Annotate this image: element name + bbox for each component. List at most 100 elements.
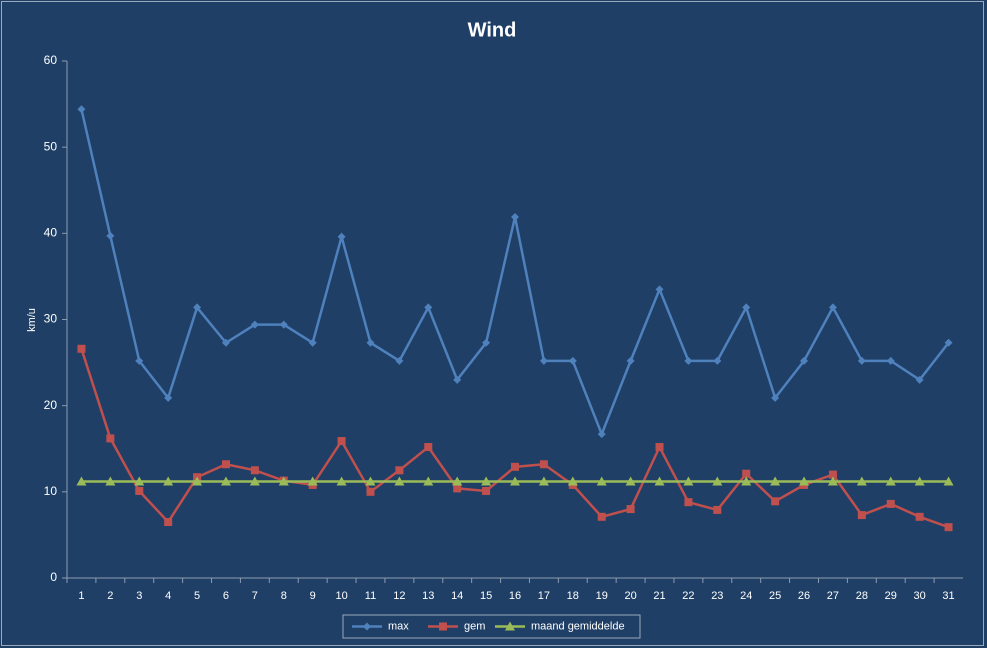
x-tick-label: 1 xyxy=(78,590,84,602)
data-point xyxy=(828,470,837,479)
legend xyxy=(342,614,641,639)
data-point xyxy=(395,466,404,475)
data-point xyxy=(336,476,347,486)
x-tick-label: 22 xyxy=(682,590,694,602)
data-point xyxy=(771,393,780,402)
data-point xyxy=(510,476,520,486)
data-point xyxy=(221,338,230,347)
data-point xyxy=(366,338,375,347)
data-point xyxy=(77,344,86,353)
data-point xyxy=(135,356,144,365)
data-point xyxy=(278,476,289,486)
data-point xyxy=(193,303,202,312)
data-point xyxy=(453,484,462,493)
y-tick-label: 0 xyxy=(50,570,57,584)
data-point xyxy=(106,434,115,443)
x-tick-label: 2 xyxy=(107,590,113,602)
data-point xyxy=(337,232,346,241)
data-point xyxy=(625,476,636,486)
x-tick-label: 18 xyxy=(567,590,579,602)
data-point xyxy=(742,469,751,478)
data-point xyxy=(742,303,751,312)
data-point xyxy=(567,476,578,486)
data-point xyxy=(857,511,866,520)
data-point xyxy=(192,476,203,486)
data-point xyxy=(886,356,895,365)
legend-label: max xyxy=(388,620,409,632)
data-point xyxy=(655,443,664,452)
data-point xyxy=(164,393,173,402)
data-point xyxy=(250,320,259,329)
legend-label: gem xyxy=(464,620,485,632)
data-point xyxy=(856,476,867,486)
data-point xyxy=(453,375,462,384)
data-point xyxy=(511,212,519,221)
legend-marker xyxy=(439,622,447,631)
data-point xyxy=(308,338,317,347)
data-point xyxy=(944,338,953,347)
data-point xyxy=(481,476,492,486)
data-point xyxy=(365,476,376,486)
y-tick-label: 10 xyxy=(44,484,58,498)
data-point xyxy=(799,476,810,486)
x-tick-label: 23 xyxy=(711,590,723,602)
y-tick-label: 30 xyxy=(44,312,58,326)
y-tick-label: 60 xyxy=(44,53,58,67)
legend-marker xyxy=(505,621,515,631)
data-point xyxy=(337,436,346,445)
data-point xyxy=(424,303,433,312)
data-point xyxy=(424,443,433,452)
data-point xyxy=(596,476,607,486)
data-point xyxy=(77,105,86,114)
data-point xyxy=(684,498,693,507)
x-tick-label: 6 xyxy=(223,590,229,602)
data-point xyxy=(597,430,606,439)
data-point xyxy=(395,356,404,365)
data-point xyxy=(539,356,548,365)
data-point xyxy=(915,512,924,521)
y-tick-label: 40 xyxy=(44,226,58,240)
x-tick-label: 3 xyxy=(136,590,142,602)
data-point xyxy=(539,460,548,469)
data-point xyxy=(482,338,491,347)
data-point xyxy=(163,476,174,486)
x-tick-label: 9 xyxy=(310,590,316,602)
x-tick-label: 5 xyxy=(194,590,200,602)
data-point xyxy=(568,356,577,365)
data-point xyxy=(221,460,230,469)
data-point xyxy=(511,462,519,471)
data-point xyxy=(713,505,722,514)
x-tick-label: 27 xyxy=(827,590,839,602)
data-point xyxy=(655,285,664,294)
data-point xyxy=(800,356,809,365)
data-point xyxy=(538,476,549,486)
y-tick-label: 20 xyxy=(44,398,58,412)
data-point xyxy=(250,466,259,475)
data-point xyxy=(106,231,115,240)
data-point xyxy=(135,486,144,495)
data-point xyxy=(394,476,405,486)
x-tick-label: 29 xyxy=(885,590,897,602)
x-tick-label: 30 xyxy=(914,590,926,602)
x-tick-label: 7 xyxy=(252,590,258,602)
data-point xyxy=(914,476,925,486)
data-point xyxy=(164,517,173,526)
data-point xyxy=(76,476,87,486)
data-point xyxy=(741,476,752,486)
y-tick-label: 50 xyxy=(44,139,58,153)
data-point xyxy=(220,476,231,486)
data-point xyxy=(944,523,953,532)
x-tick-label: 15 xyxy=(480,590,492,602)
data-point xyxy=(828,303,837,312)
data-point xyxy=(307,476,318,486)
x-tick-label: 11 xyxy=(365,590,376,602)
data-point xyxy=(626,505,635,514)
data-point xyxy=(105,476,116,486)
x-tick-label: 31 xyxy=(942,590,954,602)
data-point xyxy=(771,497,780,506)
data-point xyxy=(626,356,635,365)
data-point xyxy=(915,375,924,384)
data-point xyxy=(943,476,954,486)
